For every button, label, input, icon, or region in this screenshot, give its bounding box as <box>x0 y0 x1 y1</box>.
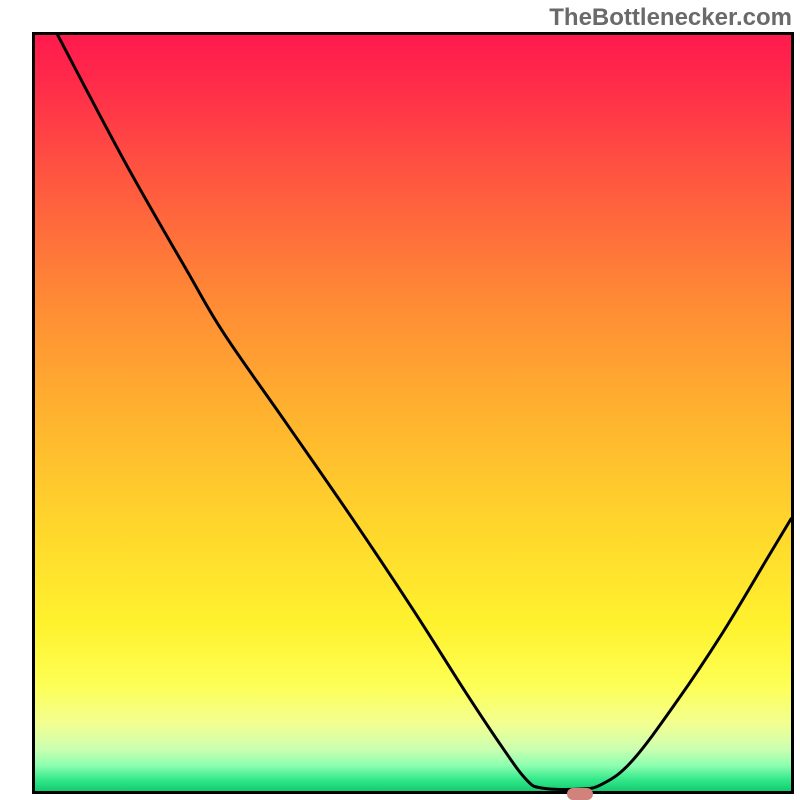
chart-container: TheBottlenecker.com <box>0 0 800 800</box>
curve-line <box>35 35 791 791</box>
plot-area <box>32 32 794 794</box>
optimum-marker <box>567 788 593 799</box>
attribution-text: TheBottlenecker.com <box>549 4 792 32</box>
